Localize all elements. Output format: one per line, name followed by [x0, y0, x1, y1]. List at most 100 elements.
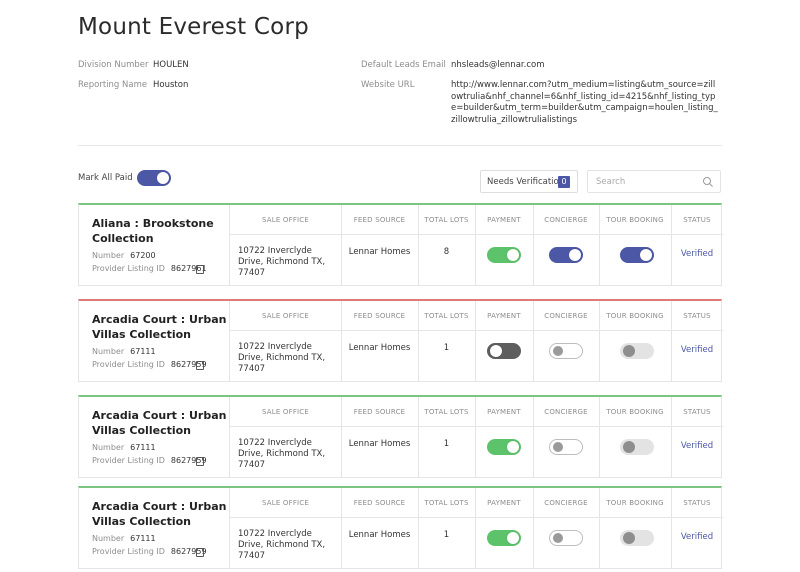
- provider-listing-id-value: 8627959: [170, 456, 207, 465]
- payment-toggle[interactable]: [487, 343, 521, 359]
- payment-toggle[interactable]: [487, 439, 521, 455]
- header-divider: [78, 145, 722, 146]
- listing-info: Arcadia Court : Urban Villas Collection N…: [79, 397, 230, 477]
- column-divider: [599, 301, 600, 381]
- search-icon[interactable]: [702, 176, 714, 188]
- copy-icon[interactable]: [196, 361, 204, 370]
- feed-source-value: Lennar Homes: [348, 247, 411, 257]
- column-divider: [533, 488, 534, 568]
- column-header-concierge: CONCIERGE: [533, 301, 599, 331]
- listing-name: Arcadia Court : Urban Villas Collection: [92, 409, 227, 437]
- provider-listing-id-value: 8627961: [170, 264, 207, 273]
- provider-listing-id-label: Provider Listing ID: [92, 547, 165, 556]
- listing-number-value: 67111: [130, 443, 156, 452]
- listing-number-value: 67200: [130, 251, 156, 260]
- needs-verification-button[interactable]: Needs Verification 0: [480, 170, 578, 193]
- tour-booking-toggle[interactable]: [620, 343, 654, 359]
- column-header-payment: PAYMENT: [475, 205, 533, 235]
- division-number-label: Division Number: [78, 60, 149, 70]
- needs-verification-count-badge: 0: [558, 176, 570, 188]
- listing-number-label: Number: [92, 443, 125, 452]
- column-header-total-lots: TOTAL LOTS: [418, 205, 475, 235]
- column-divider: [418, 205, 419, 285]
- column-header-feed-source: FEED SOURCE: [341, 397, 418, 427]
- tour-booking-toggle[interactable]: [620, 247, 654, 263]
- column-divider: [533, 301, 534, 381]
- sale-office-address: 10722 Inverclyde Drive, Richmond TX, 774…: [238, 342, 326, 374]
- column-header-feed-source: FEED SOURCE: [341, 205, 418, 235]
- listing-number-label: Number: [92, 534, 125, 543]
- column-divider: [599, 397, 600, 477]
- reporting-name-value: Houston: [153, 80, 189, 90]
- column-header-sale-office: SALE OFFICE: [230, 301, 341, 331]
- feed-source-value: Lennar Homes: [348, 439, 411, 449]
- copy-icon[interactable]: [196, 265, 204, 274]
- concierge-toggle[interactable]: [549, 439, 583, 455]
- total-lots-value: 1: [443, 343, 450, 353]
- payment-toggle[interactable]: [487, 530, 521, 546]
- column-divider: [418, 488, 419, 568]
- status-badge[interactable]: Verified: [680, 441, 714, 451]
- column-header-payment: PAYMENT: [475, 488, 533, 518]
- column-divider: [671, 488, 672, 568]
- column-divider: [341, 205, 342, 285]
- total-lots-value: 8: [443, 247, 450, 257]
- listing-number-value: 67111: [130, 534, 156, 543]
- column-header-total-lots: TOTAL LOTS: [418, 488, 475, 518]
- listing-name: Arcadia Court : Urban Villas Collection: [92, 313, 227, 341]
- column-divider: [599, 205, 600, 285]
- listing-card: Arcadia Court : Urban Villas Collection N…: [78, 299, 723, 382]
- column-header-concierge: CONCIERGE: [533, 488, 599, 518]
- column-divider: [475, 301, 476, 381]
- column-divider: [533, 205, 534, 285]
- status-badge[interactable]: Verified: [680, 249, 714, 259]
- listing-number-label: Number: [92, 251, 125, 260]
- division-number-value: HOULEN: [153, 60, 189, 70]
- provider-listing-id-value: 8627959: [170, 360, 207, 369]
- search-input[interactable]: Search: [587, 170, 721, 193]
- website-url-label: Website URL: [361, 80, 415, 90]
- total-lots-value: 1: [443, 439, 450, 449]
- status-badge[interactable]: Verified: [680, 532, 714, 542]
- listing-card: Aliana : Brookstone Collection Number 6720…: [78, 203, 723, 286]
- provider-listing-id-value: 8627959: [170, 547, 207, 556]
- column-divider: [418, 301, 419, 381]
- listing-number: Number 67111: [92, 534, 156, 543]
- status-badge[interactable]: Verified: [680, 345, 714, 355]
- payment-toggle[interactable]: [487, 247, 521, 263]
- provider-listing-id: Provider Listing ID 8627959: [92, 547, 207, 556]
- column-divider: [671, 301, 672, 381]
- column-header-status: STATUS: [671, 397, 723, 427]
- column-header-tour-booking: TOUR BOOKING: [599, 301, 671, 331]
- copy-icon[interactable]: [196, 457, 204, 466]
- listing-card: Arcadia Court : Urban Villas Collection N…: [78, 395, 723, 478]
- tour-booking-toggle[interactable]: [620, 439, 654, 455]
- listing-number: Number 67111: [92, 347, 156, 356]
- mark-all-paid-toggle[interactable]: [137, 170, 171, 186]
- column-divider: [475, 488, 476, 568]
- provider-listing-id-label: Provider Listing ID: [92, 456, 165, 465]
- sale-office-address: 10722 Inverclyde Drive, Richmond TX, 774…: [238, 246, 326, 278]
- feed-source-value: Lennar Homes: [348, 530, 411, 540]
- provider-listing-id: Provider Listing ID 8627959: [92, 360, 207, 369]
- column-header-concierge: CONCIERGE: [533, 205, 599, 235]
- concierge-toggle[interactable]: [549, 530, 583, 546]
- column-divider: [599, 488, 600, 568]
- listing-card: Arcadia Court : Urban Villas Collection N…: [78, 486, 723, 569]
- column-header-sale-office: SALE OFFICE: [230, 488, 341, 518]
- tour-booking-toggle[interactable]: [620, 530, 654, 546]
- listing-name: Aliana : Brookstone Collection: [92, 217, 214, 245]
- default-leads-email-value: nhsleads@lennar.com: [451, 60, 545, 70]
- column-header-total-lots: TOTAL LOTS: [418, 397, 475, 427]
- column-divider: [671, 397, 672, 477]
- column-header-concierge: CONCIERGE: [533, 397, 599, 427]
- provider-listing-id-label: Provider Listing ID: [92, 264, 165, 273]
- concierge-toggle[interactable]: [549, 343, 583, 359]
- column-header-status: STATUS: [671, 301, 723, 331]
- copy-icon[interactable]: [196, 548, 204, 557]
- provider-listing-id-label: Provider Listing ID: [92, 360, 165, 369]
- listing-number: Number 67200: [92, 251, 156, 260]
- column-divider: [418, 397, 419, 477]
- concierge-toggle[interactable]: [549, 247, 583, 263]
- provider-listing-id: Provider Listing ID 8627961: [92, 264, 207, 273]
